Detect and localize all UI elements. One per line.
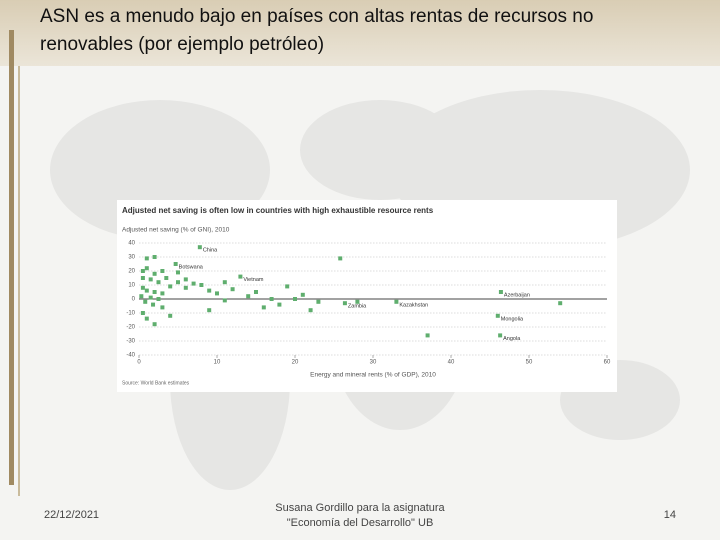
- point-label: Kazakhstan: [399, 302, 428, 308]
- title-band: [0, 0, 720, 66]
- point-label: Botswana: [179, 264, 204, 270]
- y-tick-label: 30: [128, 255, 135, 261]
- y-tick-label: 0: [132, 297, 136, 303]
- point: [160, 269, 165, 273]
- point: [152, 255, 157, 259]
- point: [308, 308, 313, 313]
- point: [144, 266, 149, 271]
- point: [394, 299, 399, 304]
- x-tick-label: 30: [370, 360, 377, 366]
- y-axis-label: Adjusted net saving (% of GNI), 2010: [122, 227, 230, 234]
- slide-title: ASN es a menudo bajo en países con altas…: [40, 6, 593, 27]
- y-tick-label: -20: [126, 325, 135, 331]
- point: [300, 292, 305, 297]
- point: [148, 295, 153, 300]
- point: [207, 288, 212, 293]
- point: [293, 297, 297, 301]
- point: [269, 297, 274, 301]
- point: [355, 299, 360, 304]
- point-label: China: [203, 248, 218, 254]
- left-bar-thin: [18, 66, 20, 496]
- slide-title: renovables (por ejemplo petróleo): [40, 34, 324, 55]
- point: [144, 256, 149, 261]
- y-tick-label: 10: [128, 283, 135, 289]
- point: [495, 313, 500, 318]
- point: [140, 269, 145, 273]
- page-number: 14: [664, 509, 676, 521]
- y-tick-label: -30: [126, 339, 135, 345]
- point: [183, 277, 188, 282]
- point: [498, 290, 503, 294]
- point: [316, 299, 321, 304]
- point: [152, 322, 157, 327]
- point: [176, 270, 180, 275]
- point: [261, 305, 266, 310]
- point: [222, 298, 227, 303]
- chart-title: Adjusted net saving is often low in coun…: [122, 206, 434, 215]
- point: [207, 308, 212, 313]
- point: [140, 311, 145, 315]
- point: [176, 280, 180, 285]
- point-label: Azerbaijan: [504, 292, 530, 298]
- x-tick-label: 10: [214, 360, 221, 366]
- point: [152, 290, 157, 294]
- point-label: Angola: [503, 336, 521, 342]
- left-bar: [9, 30, 14, 485]
- point: [173, 262, 178, 266]
- y-tick-label: -40: [126, 353, 135, 359]
- point: [140, 285, 145, 290]
- y-tick-label: 20: [128, 269, 135, 275]
- point: [164, 276, 169, 280]
- chart-box: [117, 200, 617, 392]
- y-tick-label: -10: [126, 311, 135, 317]
- point: [199, 283, 204, 287]
- point: [338, 256, 343, 261]
- x-tick-label: 20: [292, 360, 299, 366]
- point: [168, 284, 173, 289]
- point: [238, 274, 243, 279]
- x-axis-label: Energy and mineral rents (% of GDP), 201…: [310, 372, 436, 379]
- x-tick-label: 40: [448, 360, 455, 366]
- x-tick-label: 0: [137, 360, 141, 366]
- point: [151, 302, 156, 307]
- point: [144, 288, 149, 293]
- point: [139, 294, 144, 299]
- point: [152, 271, 157, 276]
- point: [498, 333, 503, 338]
- point: [156, 297, 161, 301]
- y-tick-label: 40: [128, 241, 135, 247]
- author: "Economía del Desarrollo" UB: [287, 517, 434, 529]
- x-tick-label: 60: [604, 360, 611, 366]
- point: [183, 285, 188, 290]
- point: [230, 287, 235, 292]
- point: [148, 277, 153, 282]
- point: [222, 280, 227, 285]
- point-label: Zambia: [348, 304, 367, 310]
- source: Source: World Bank estimates: [122, 380, 190, 386]
- point: [215, 291, 219, 296]
- x-tick-label: 50: [526, 360, 533, 366]
- point: [160, 305, 165, 310]
- point: [191, 281, 196, 286]
- point: [197, 245, 202, 250]
- point-label: Vietnam: [243, 277, 263, 283]
- point: [285, 284, 290, 289]
- point: [168, 313, 173, 318]
- point: [144, 316, 149, 321]
- author: Susana Gordillo para la asignatura: [275, 502, 445, 514]
- point: [558, 301, 563, 306]
- point: [277, 302, 282, 307]
- point: [425, 333, 430, 338]
- point: [156, 280, 161, 285]
- date: 22/12/2021: [44, 509, 99, 521]
- point: [254, 290, 258, 294]
- point: [246, 294, 251, 299]
- point: [143, 299, 148, 304]
- point: [342, 301, 347, 306]
- point: [160, 291, 165, 296]
- point-label: Mongolia: [501, 316, 524, 322]
- point: [140, 276, 145, 280]
